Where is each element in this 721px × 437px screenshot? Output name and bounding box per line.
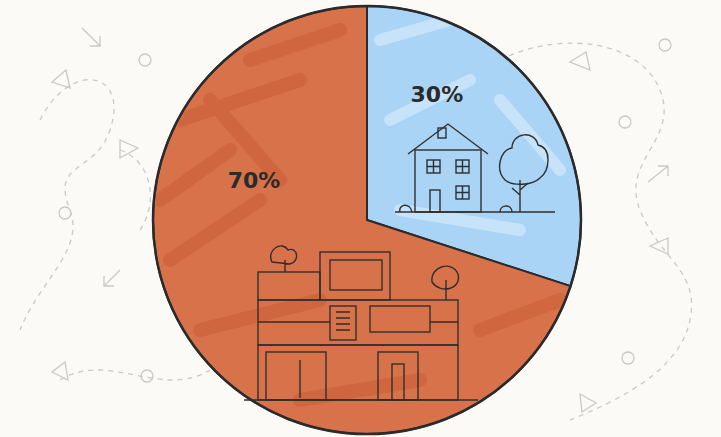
data-label: 70%: [228, 168, 281, 193]
building-entrance: [378, 352, 418, 400]
paint-stroke: [390, 80, 470, 120]
building-lines: [258, 312, 458, 398]
doodle-line: [20, 80, 114, 330]
doodle-circle: [659, 39, 671, 51]
building-floor: [320, 252, 390, 300]
paint-stroke: [180, 80, 300, 120]
doodle-triangle: [570, 52, 590, 70]
building-window: [330, 260, 382, 290]
house-roof: [408, 124, 488, 154]
paint-stroke: [400, 210, 520, 230]
building-tree: [432, 266, 459, 300]
doodle-circle: [141, 370, 153, 382]
building-door: [392, 364, 404, 400]
doodle-triangle: [120, 140, 138, 158]
doodle-line: [120, 150, 150, 230]
pie-outline: [153, 6, 581, 434]
doodle-line: [60, 370, 210, 380]
paint-stroke: [300, 380, 420, 400]
paint-texture: [380, 20, 560, 230]
building-floor: [258, 345, 458, 400]
paint-texture: [160, 30, 560, 400]
doodle-circle: [59, 207, 71, 219]
doodle-circle: [619, 116, 631, 128]
data-labels: 30% 70%: [228, 82, 464, 192]
paint-stroke: [200, 300, 320, 330]
doodle-circle: [139, 54, 151, 66]
tree-crown: [500, 135, 548, 184]
doodle-triangle: [580, 394, 596, 412]
building-window: [370, 306, 430, 332]
building-tree: [271, 246, 297, 272]
building-window: [330, 306, 356, 340]
building-window: [266, 352, 326, 400]
paint-stroke: [160, 150, 230, 200]
house-window-bars: [427, 160, 469, 199]
house-body: [415, 150, 481, 212]
house-illustration: [395, 124, 555, 212]
building-floor: [258, 272, 320, 300]
doodle-triangle: [52, 362, 68, 380]
chart: 30% 70%: [0, 0, 721, 437]
doodle-circle: [622, 352, 634, 364]
doodle-triangle: [52, 70, 70, 88]
ground-line: [395, 211, 555, 212]
paint-stroke: [250, 30, 340, 60]
bush: [400, 205, 512, 212]
doodle-triangle: [650, 238, 668, 254]
paint-stroke: [380, 20, 450, 40]
doodle-arrow: [82, 28, 100, 46]
paint-stroke: [480, 300, 560, 330]
ground-line: [244, 399, 478, 400]
doodle-arrow: [104, 270, 120, 286]
house-door: [430, 190, 440, 212]
paint-stroke: [170, 200, 260, 260]
data-label: 30%: [411, 82, 464, 107]
pie: [153, 6, 581, 434]
building-illustration: [244, 246, 478, 400]
house-chimney: [438, 128, 446, 138]
doodle-arrow: [648, 166, 668, 182]
